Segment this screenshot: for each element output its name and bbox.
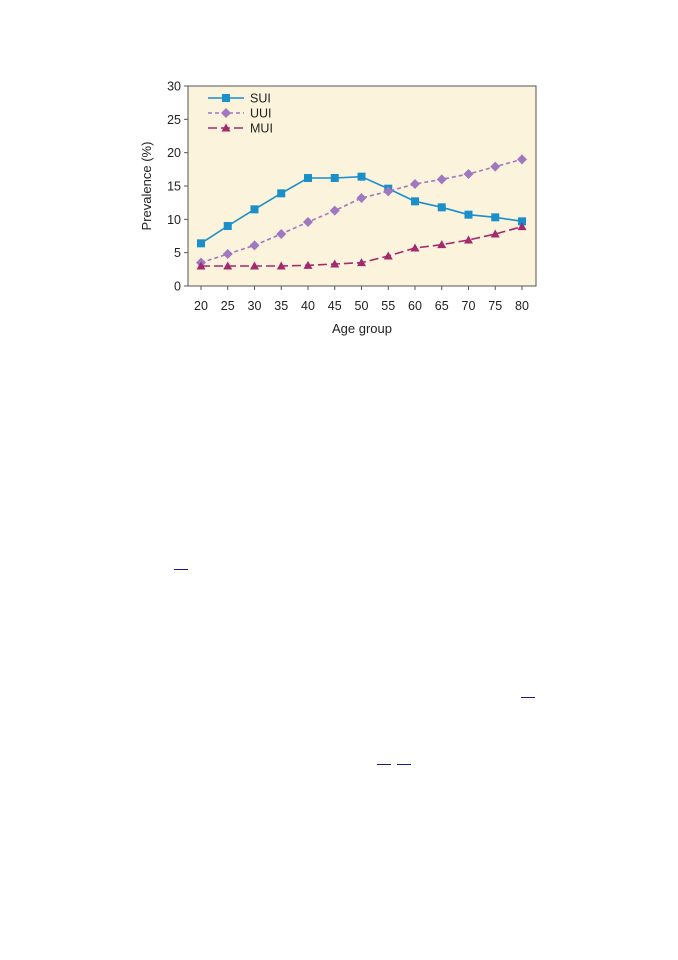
data-point-uui <box>329 205 340 216</box>
y-tick-label: 25 <box>167 113 181 127</box>
legend-marker-mui <box>221 123 231 132</box>
data-point-sui <box>250 205 259 214</box>
legend-marker-uui <box>221 108 231 118</box>
y-tick-label: 10 <box>167 213 181 227</box>
reference-link-2[interactable] <box>521 697 535 698</box>
y-tick-label: 0 <box>174 280 181 294</box>
x-tick-label: 75 <box>488 299 502 313</box>
data-point-sui <box>491 213 500 222</box>
data-point-uui <box>436 174 447 185</box>
data-point-mui <box>250 261 259 270</box>
y-tick-label: 20 <box>167 146 181 160</box>
series-uui <box>196 154 527 268</box>
x-tick-label: 65 <box>435 299 449 313</box>
series-layer <box>196 154 527 270</box>
data-point-mui <box>464 235 473 244</box>
data-point-mui <box>223 261 233 270</box>
data-point-uui <box>276 229 287 239</box>
x-tick-label: 25 <box>221 299 235 313</box>
data-point-uui <box>517 154 527 165</box>
reference-link-1[interactable] <box>174 569 188 570</box>
x-tick-label: 20 <box>194 299 208 313</box>
data-point-sui <box>437 203 446 212</box>
data-point-mui <box>490 229 500 238</box>
x-tick-label: 50 <box>355 299 369 313</box>
data-point-mui <box>303 260 313 269</box>
data-point-mui <box>517 222 527 231</box>
legend-marker-sui <box>222 94 230 102</box>
data-point-uui <box>383 186 394 197</box>
x-tick-label: 35 <box>274 299 288 313</box>
data-point-uui <box>356 193 367 203</box>
x-tick-label: 60 <box>408 299 422 313</box>
data-point-mui <box>357 258 366 267</box>
y-axis: 0 5 10 15 20 25 30 <box>167 80 188 294</box>
data-point-mui <box>383 251 393 260</box>
legend-label-uui: UUI <box>250 107 272 121</box>
data-point-mui <box>330 259 340 268</box>
legend-label-mui: MUI <box>250 122 273 136</box>
data-point-sui <box>223 222 232 230</box>
data-point-uui <box>490 161 501 172</box>
data-point-sui <box>277 189 286 198</box>
x-tick-label: 55 <box>381 299 395 313</box>
y-axis-title: Prevalence (%) <box>139 142 154 231</box>
data-point-uui <box>410 179 420 189</box>
series-sui <box>197 172 526 248</box>
x-axis-title: Age group <box>332 321 392 336</box>
y-tick-label: 30 <box>167 80 181 94</box>
data-point-mui <box>437 240 447 249</box>
y-tick-label: 15 <box>167 180 181 194</box>
data-point-mui <box>410 243 420 252</box>
data-point-mui <box>276 261 286 270</box>
data-point-sui <box>411 197 419 206</box>
data-point-sui <box>304 174 312 182</box>
x-axis: 20 25 30 35 40 45 50 55 60 65 70 75 80 <box>194 286 529 313</box>
reference-link-4[interactable] <box>397 764 411 765</box>
plot-background <box>187 85 537 287</box>
data-point-sui <box>197 239 205 248</box>
data-point-uui <box>249 240 260 251</box>
data-point-uui <box>222 249 233 259</box>
x-tick-label: 40 <box>301 299 315 313</box>
data-point-sui <box>357 172 366 181</box>
data-point-mui <box>196 261 206 270</box>
x-tick-label: 80 <box>515 299 529 313</box>
data-point-sui <box>518 217 526 226</box>
x-tick-label: 45 <box>328 299 342 313</box>
series-mui <box>196 222 527 270</box>
y-tick-label: 5 <box>174 246 181 260</box>
x-tick-label: 30 <box>248 299 262 313</box>
data-point-sui <box>464 210 473 219</box>
x-tick-label: 70 <box>462 299 476 313</box>
data-point-sui <box>330 174 339 182</box>
reference-link-3[interactable] <box>377 764 391 765</box>
data-point-uui <box>463 169 474 179</box>
data-point-uui <box>303 217 313 227</box>
legend-label-sui: SUI <box>250 92 271 106</box>
